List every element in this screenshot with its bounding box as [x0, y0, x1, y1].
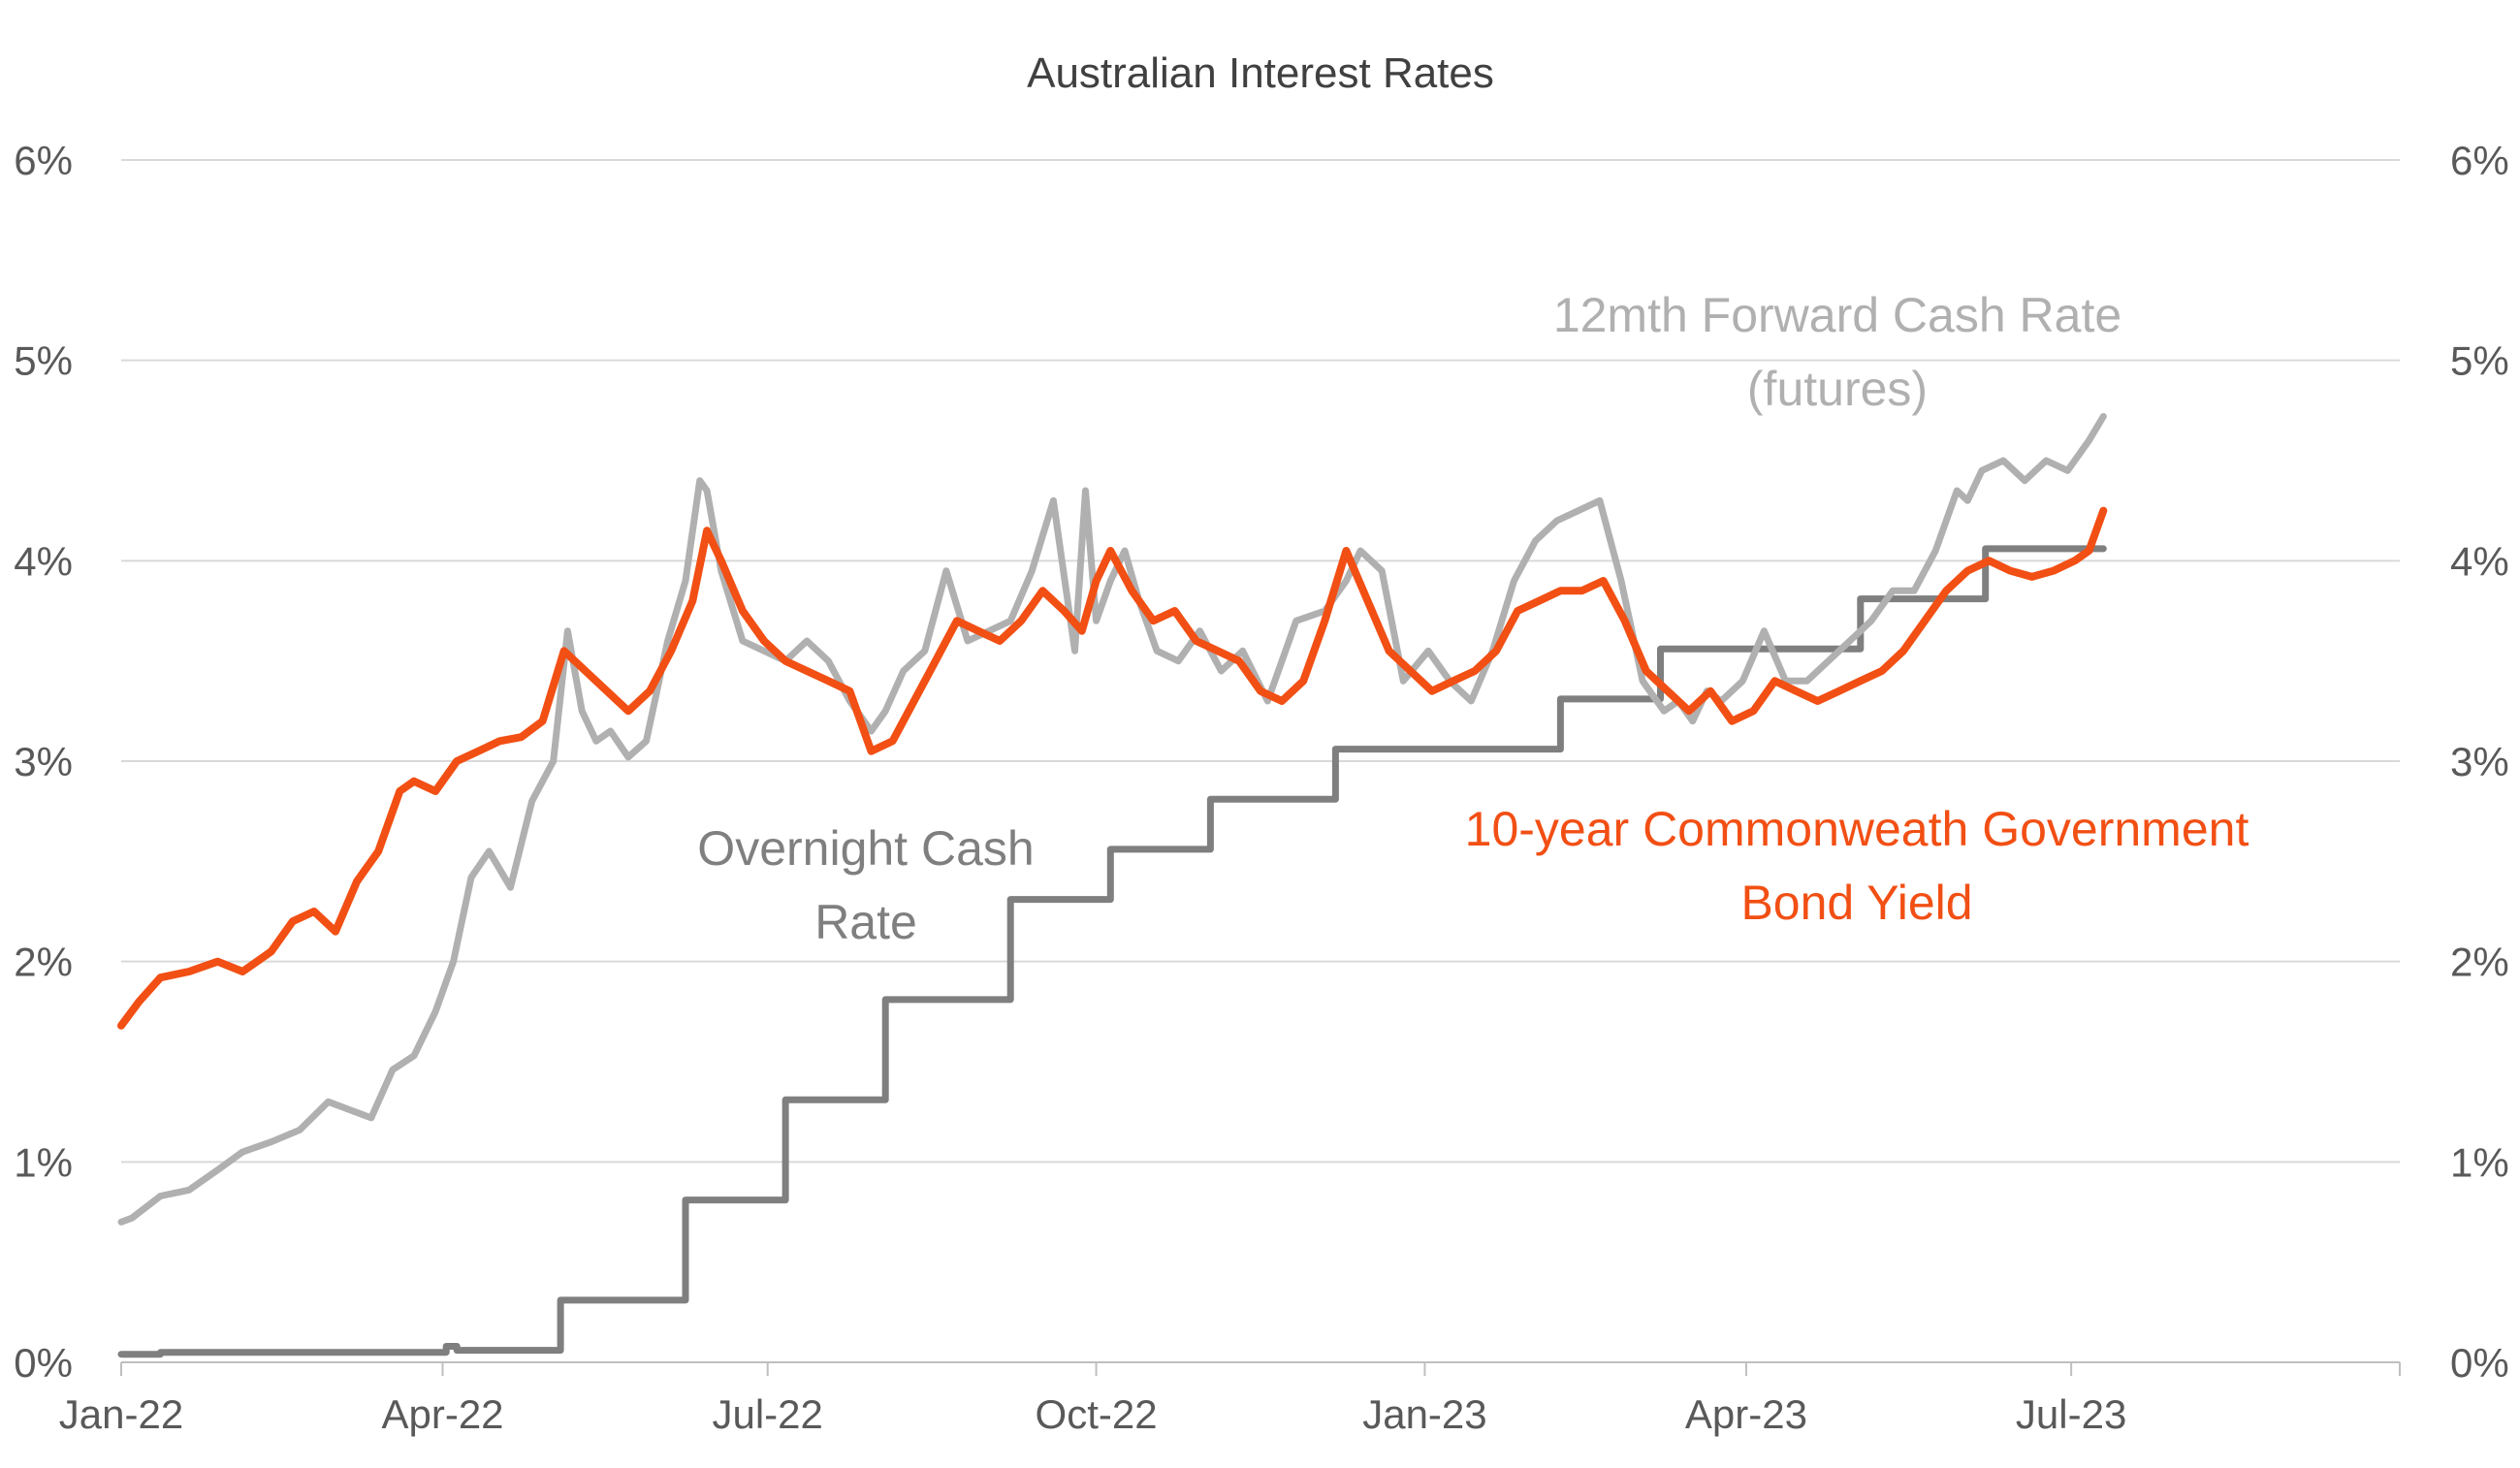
annotation-line: 12mth Forward Cash Rate [1553, 288, 2121, 342]
y-tick-label-right: 3% [2450, 739, 2509, 784]
series-line-cash [117, 545, 2107, 1358]
annotation-line: Bond Yield [1740, 876, 1972, 930]
y-tick-label-right: 0% [2450, 1340, 2509, 1386]
y-tick-label-right: 6% [2450, 138, 2509, 183]
x-tick-label: Apr-23 [1685, 1391, 1807, 1437]
y-tick-label-left: 1% [14, 1139, 73, 1185]
series-lines [117, 413, 2108, 1358]
x-tick-label: Jan-23 [1362, 1391, 1486, 1437]
x-tick-label: Jan-22 [59, 1391, 183, 1437]
series-line-forward [117, 413, 2107, 1226]
y-tick-label-right: 5% [2450, 338, 2509, 384]
annotation-forward: 12mth Forward Cash Rate (futures) [1553, 288, 2121, 416]
annotation-line: (futures) [1747, 362, 1928, 416]
y-tick-label-right: 2% [2450, 940, 2509, 985]
annotation-cash: Overnight Cash Rate [697, 821, 1034, 949]
y-tick-label-left: 6% [14, 138, 73, 183]
x-tick-label: Jul-22 [712, 1391, 822, 1437]
gridlines [121, 159, 2400, 1164]
annotation-line: 10-year Commonweath Government [1465, 802, 2249, 856]
y-tick-label-left: 3% [14, 739, 73, 784]
y-tick-label-left: 5% [14, 338, 73, 384]
y-axis-right: 0% 1% 2% 3% 4% 5% 6% [2450, 138, 2509, 1386]
y-tick-label-left: 2% [14, 940, 73, 985]
x-tick-label: Jul-23 [2016, 1391, 2126, 1437]
y-tick-label-left: 4% [14, 538, 73, 584]
series-line-bond [117, 506, 2108, 1030]
y-tick-label-right: 4% [2450, 538, 2509, 584]
y-tick-label-left: 0% [14, 1340, 73, 1386]
x-axis: Jan-22 Apr-22 Jul-22 Oct-22 Jan-23 Apr-23 Jul-… [59, 1362, 2401, 1437]
x-tick-label: Oct-22 [1036, 1391, 1158, 1437]
annotation-bond: 10-year Commonweath Government Bond Yield [1465, 802, 2249, 930]
annotation-line: Rate [814, 895, 917, 949]
chart-title: Australian Interest Rates [1027, 49, 1494, 97]
annotation-line: Overnight Cash [697, 821, 1034, 876]
series-annotations: 12mth Forward Cash Rate (futures) 10-year … [697, 288, 2249, 949]
y-axis-left: 0% 1% 2% 3% 4% 5% 6% [14, 138, 73, 1386]
x-tick-label: Apr-22 [381, 1391, 503, 1437]
y-tick-label-right: 1% [2450, 1139, 2509, 1185]
